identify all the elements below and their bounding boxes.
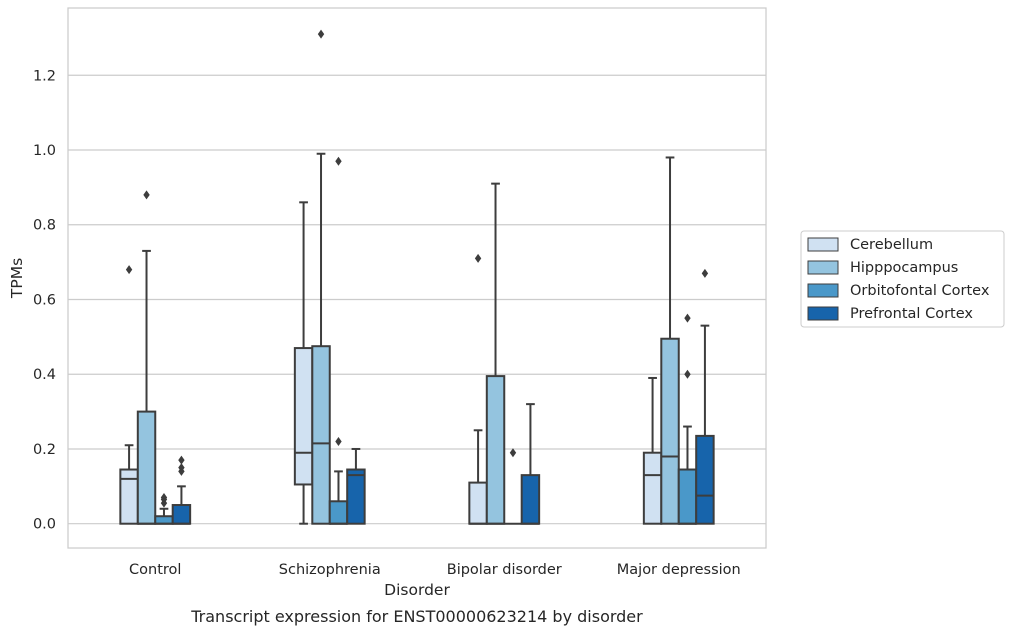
legend-entry: Prefrontal Cortex	[850, 306, 973, 322]
box	[136, 190, 157, 525]
box-body	[328, 500, 349, 525]
outlier-point	[335, 436, 342, 446]
box-body	[485, 375, 506, 525]
box	[154, 493, 174, 525]
legend: Cerebellum Hipppocampus Orbitofontal Corte…	[800, 230, 1005, 328]
box	[520, 403, 541, 525]
x-axis-label: Disorder	[384, 581, 450, 599]
box	[328, 156, 349, 525]
box	[642, 376, 663, 525]
legend-frame	[800, 230, 1005, 328]
box-body	[136, 410, 157, 525]
box-body	[171, 504, 192, 525]
box-body	[154, 515, 174, 525]
box-body	[293, 347, 314, 486]
box	[468, 253, 488, 525]
outlier-point	[474, 253, 482, 263]
outlier-point	[509, 448, 517, 458]
x-tick-labels: Control Schizophrenia Bipolar disorder Majo…	[129, 562, 741, 578]
box	[119, 265, 139, 525]
box	[311, 29, 331, 525]
box-body	[311, 345, 331, 525]
box-body	[660, 337, 680, 525]
outlier-point	[335, 156, 342, 166]
box-plot-series	[119, 29, 715, 525]
y-axis-label: TPMs	[8, 258, 26, 299]
y-tick-labels: 0.0 0.2 0.4 0.6 0.8 1.0 1.2	[33, 68, 56, 532]
box-body	[642, 451, 663, 525]
legend-swatch	[807, 260, 839, 275]
box	[485, 182, 506, 525]
box-body	[520, 474, 541, 525]
outlier-point	[178, 463, 185, 473]
grid-lines	[68, 74, 766, 525]
box	[293, 201, 314, 525]
box-body	[346, 468, 366, 525]
box-body	[677, 468, 698, 525]
x-tick-label: Major depression	[617, 562, 741, 578]
outlier-point	[160, 493, 168, 503]
box-body	[695, 434, 715, 525]
box-body	[119, 468, 139, 525]
legend-entry: Cerebellum	[850, 237, 933, 253]
outlier-point	[125, 265, 133, 275]
plot-frame	[67, 7, 767, 549]
legend-swatch	[807, 283, 839, 298]
x-tick-label: Schizophrenia	[279, 562, 381, 578]
outlier-point	[684, 369, 691, 379]
y-tick-label: 1.2	[33, 68, 56, 84]
y-tick-label: 0.0	[33, 517, 56, 533]
box	[677, 313, 698, 525]
x-tick-label: Bipolar disorder	[447, 562, 562, 578]
y-tick-label: 0.8	[33, 218, 56, 234]
chart-caption: Transcript expression for ENST0000062321…	[190, 607, 643, 626]
legend-entry: Hipppocampus	[850, 260, 958, 276]
box	[660, 156, 680, 525]
outlier-point	[684, 313, 691, 323]
y-tick-label: 0.4	[33, 367, 56, 383]
box	[171, 455, 192, 525]
legend-swatch	[807, 306, 839, 321]
y-tick-label: 0.6	[33, 292, 56, 308]
outlier-point	[317, 29, 325, 39]
box	[346, 447, 366, 525]
outlier-point	[701, 268, 709, 278]
outlier-point	[143, 190, 150, 200]
x-tick-label: Control	[129, 562, 181, 578]
box	[504, 448, 522, 525]
y-tick-label: 0.2	[33, 442, 56, 458]
legend-swatch	[807, 237, 839, 252]
outlier-point	[178, 455, 185, 465]
box	[695, 268, 715, 525]
y-tick-label: 1.0	[33, 143, 56, 159]
box-body	[468, 481, 488, 525]
legend-entry: Orbitofontal Cortex	[850, 283, 990, 299]
